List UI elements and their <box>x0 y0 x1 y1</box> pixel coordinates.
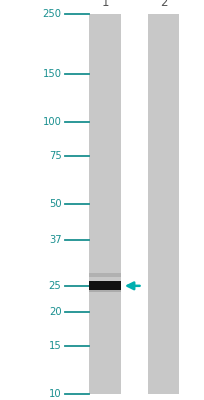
Text: 250: 250 <box>42 9 61 19</box>
Bar <box>89 273 120 277</box>
Text: 50: 50 <box>49 199 61 209</box>
Text: 15: 15 <box>49 341 61 351</box>
Text: 37: 37 <box>49 234 61 244</box>
Text: 20: 20 <box>49 307 61 317</box>
Text: 10: 10 <box>49 389 61 399</box>
Text: 75: 75 <box>49 151 61 161</box>
Text: 150: 150 <box>42 69 61 79</box>
Text: 2: 2 <box>159 0 166 9</box>
Bar <box>89 288 120 292</box>
Bar <box>147 14 178 394</box>
Text: 25: 25 <box>49 281 61 291</box>
Bar <box>89 14 120 394</box>
Bar <box>89 282 120 290</box>
Text: 100: 100 <box>42 117 61 127</box>
Text: 1: 1 <box>101 0 108 9</box>
